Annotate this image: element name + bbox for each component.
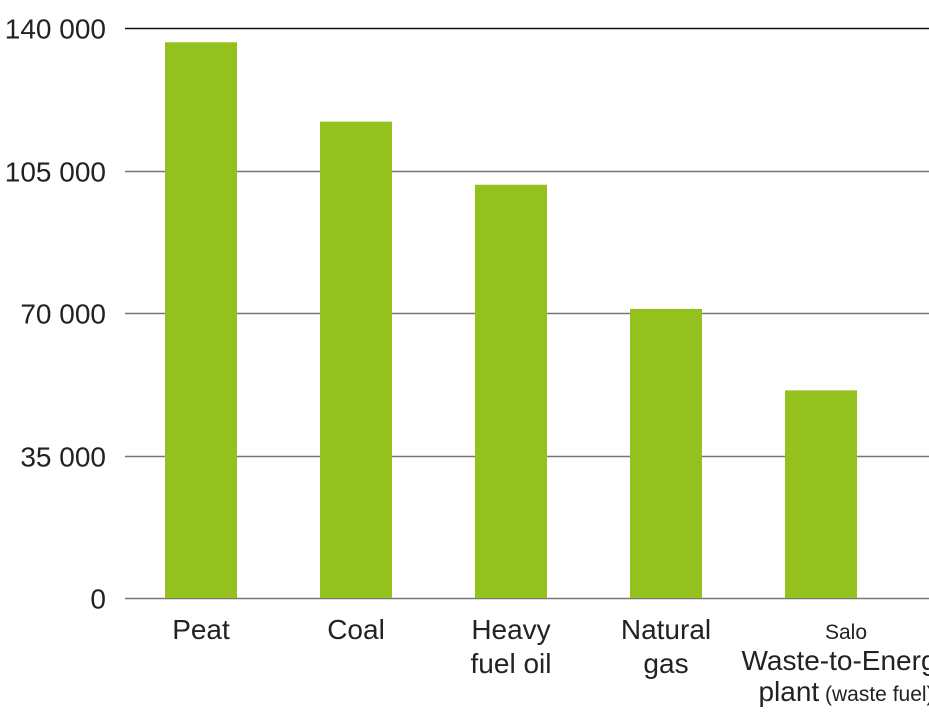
bar-2 [475, 184, 547, 598]
y-tick-label: 70 000 [20, 299, 106, 330]
x-label-line: Waste-to-Energy [741, 645, 929, 676]
x-label-suffix: (waste fuel) [819, 683, 929, 706]
x-axis-labels: Peat Coal Heavy fuel oil Natural gas Salo Waste… [172, 614, 929, 707]
x-category-label: Peat [172, 614, 230, 645]
x-label-line: Salo [825, 621, 867, 644]
x-label-line: Natural [621, 614, 711, 645]
x-label-line: Peat [172, 614, 230, 645]
x-label-line: fuel oil [471, 648, 552, 679]
x-label-line: plant (waste fuel) [758, 676, 929, 707]
y-tick-label: 140 000 [5, 14, 106, 45]
bar-3 [630, 308, 702, 598]
x-category-label: Natural gas [621, 614, 711, 679]
x-label-line: gas [643, 648, 688, 679]
bar-1 [320, 121, 392, 599]
x-category-label: Heavy fuel oil [471, 614, 552, 679]
y-tick-label: 35 000 [20, 442, 106, 473]
bars [165, 42, 857, 599]
y-tick-label: 0 [90, 584, 106, 615]
x-label-line: Coal [327, 614, 385, 645]
y-tick-label: 105 000 [5, 157, 106, 188]
x-category-label: Coal [327, 614, 385, 645]
y-axis-ticks: 0 35 000 70 000 105 000 140 000 [5, 14, 106, 615]
bar-4 [785, 390, 857, 598]
bar-0 [165, 42, 237, 598]
x-label-line: Heavy [471, 614, 550, 645]
